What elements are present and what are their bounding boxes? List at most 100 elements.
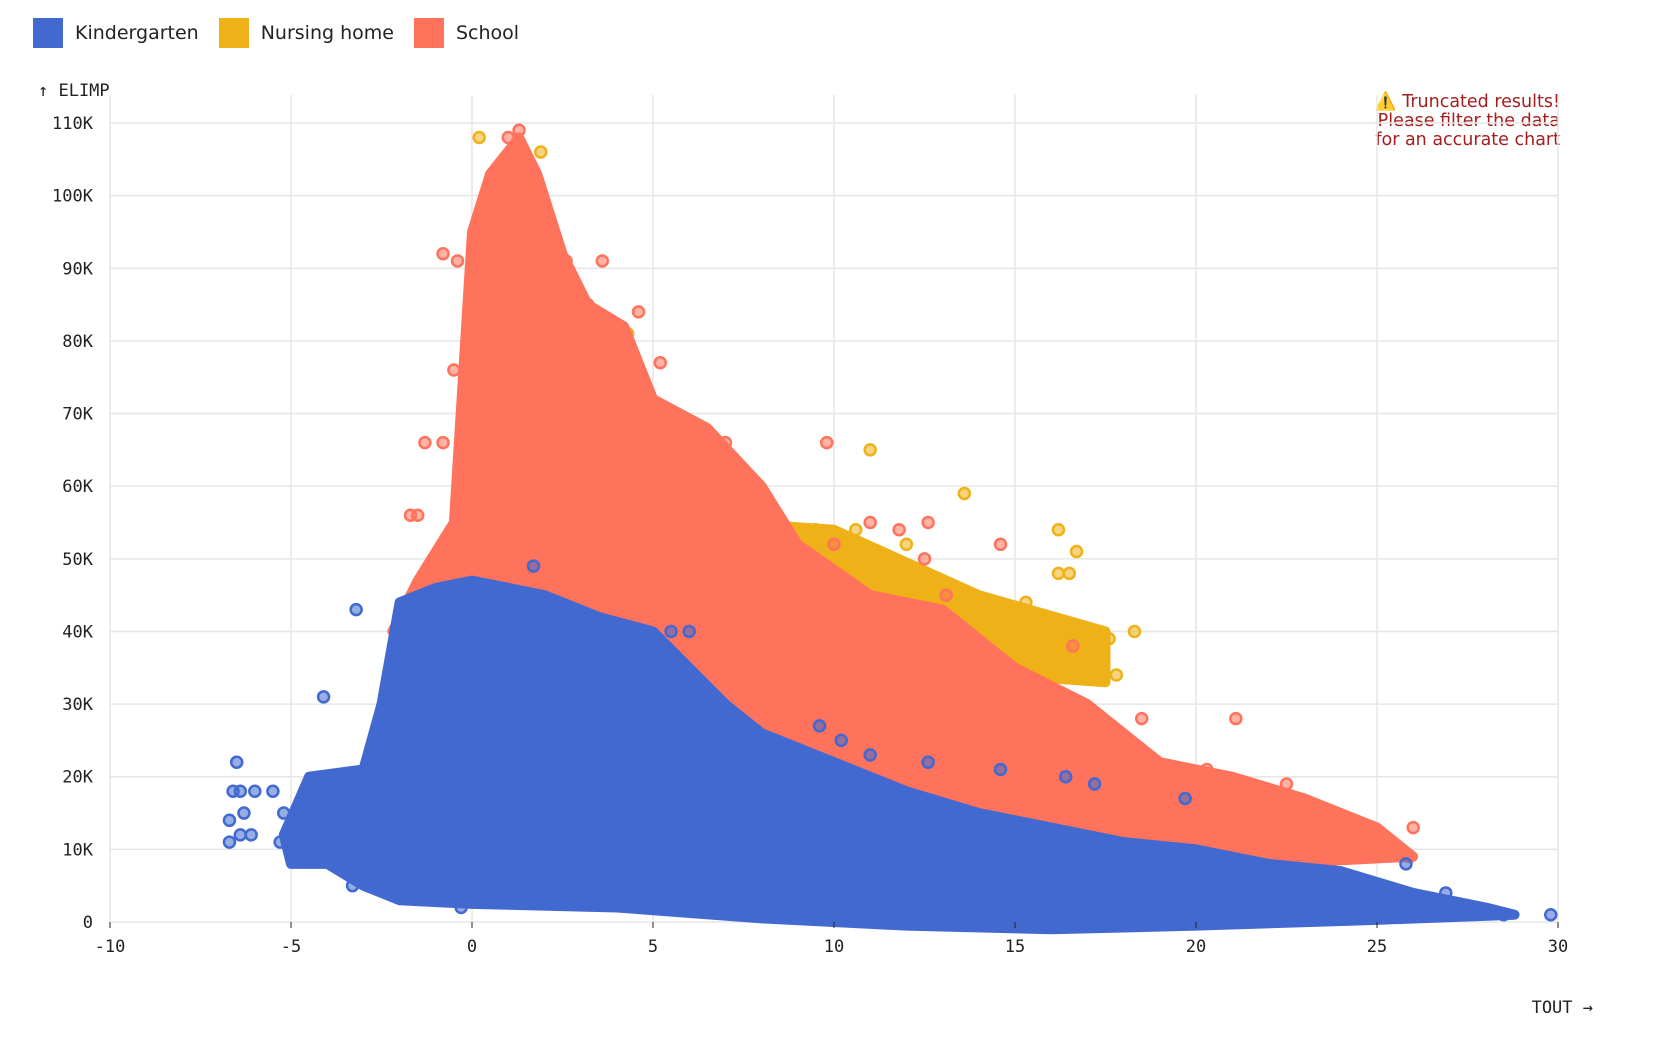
y-tick-label: 20K	[62, 768, 93, 788]
point-nursing-home	[863, 443, 877, 457]
point-kindergarten	[229, 755, 244, 769]
point-school	[820, 435, 834, 450]
point-school	[653, 355, 667, 370]
x-axis-label: TOUT →	[1532, 998, 1593, 1018]
point-kindergarten	[244, 828, 258, 842]
point-nursing-home	[924, 573, 939, 588]
x-tick-label: 30	[1548, 937, 1568, 957]
point-kindergarten	[316, 690, 331, 704]
point-kindergarten	[1496, 907, 1511, 922]
point-school	[718, 435, 733, 450]
point-school	[921, 515, 935, 530]
point-school	[410, 508, 425, 522]
point-school	[863, 515, 877, 530]
point-nursing-home	[848, 523, 863, 537]
point-kindergarten	[349, 602, 363, 617]
point-school	[1066, 639, 1080, 653]
point-school	[501, 130, 515, 145]
point-kindergarten	[1087, 777, 1102, 791]
point-kindergarten	[1399, 857, 1413, 871]
x-tick-label: 25	[1367, 937, 1387, 957]
legend-label: Kindergarten	[75, 22, 199, 44]
point-school	[736, 464, 751, 479]
point-nursing-home	[472, 130, 486, 145]
y-tick-label: 70K	[62, 405, 93, 425]
point-school	[1352, 820, 1366, 835]
x-tick-label: 5	[648, 937, 658, 957]
y-tick-label: 80K	[62, 332, 93, 352]
point-nursing-home	[1062, 566, 1077, 581]
y-axis-label: ↑ ELIMP	[38, 81, 110, 101]
point-kindergarten	[863, 748, 877, 762]
legend-item-kindergarten[interactable]: Kindergarten	[33, 18, 199, 48]
point-kindergarten	[273, 835, 287, 849]
legend-label: Nursing home	[260, 22, 394, 44]
point-school	[1200, 762, 1214, 777]
marks	[222, 123, 1558, 935]
point-kindergarten	[454, 900, 468, 915]
point-nursing-home	[899, 537, 914, 552]
point-school	[512, 123, 526, 138]
point-school	[559, 254, 573, 268]
point-kindergarten	[993, 762, 1008, 777]
point-school	[1229, 711, 1243, 726]
point-kindergarten	[233, 784, 248, 799]
point-school	[1134, 711, 1149, 726]
x-tick-label: -5	[281, 937, 301, 957]
y-tick-label: 30K	[62, 695, 93, 715]
legend-swatch-school	[413, 18, 444, 48]
point-school	[436, 435, 450, 450]
point-nursing-home	[1051, 523, 1066, 537]
point-school	[447, 363, 461, 377]
point-school	[595, 254, 610, 268]
legend: Kindergarten Nursing home School	[33, 18, 519, 48]
point-nursing-home	[957, 486, 972, 501]
point-kindergarten	[682, 624, 696, 639]
point-kindergarten	[834, 733, 848, 748]
point-school	[917, 552, 932, 566]
point-school	[827, 537, 841, 552]
point-school	[436, 246, 450, 261]
point-school	[1406, 820, 1420, 835]
legend-item-school[interactable]: School	[413, 18, 520, 48]
warning-line-1: Truncated results!	[1402, 92, 1560, 112]
point-kindergarten	[277, 806, 291, 820]
point-kindergarten	[1058, 769, 1073, 784]
y-tick-label: 50K	[62, 550, 93, 570]
point-nursing-home	[534, 145, 548, 159]
point-school	[939, 588, 953, 602]
x-tick-label: 10	[824, 937, 844, 957]
point-nursing-home	[809, 523, 823, 537]
point-nursing-home	[1019, 595, 1033, 610]
legend-label: School	[455, 22, 520, 44]
truncation-warning: ⚠️ Truncated results! Please filter the …	[1375, 93, 1560, 150]
point-kindergarten	[812, 719, 827, 733]
point-school	[1279, 777, 1294, 791]
point-kindergarten	[1439, 886, 1453, 900]
point-school	[631, 305, 646, 319]
legend-swatch-kindergarten	[33, 18, 63, 48]
point-kindergarten	[248, 784, 262, 799]
point-kindergarten	[237, 806, 251, 820]
series-kindergarten	[222, 559, 1558, 935]
y-tick-label: 60K	[62, 477, 93, 497]
point-kindergarten	[345, 878, 360, 893]
legend-swatch-nursing-home	[218, 18, 249, 48]
legend-item-nursing-home[interactable]: Nursing home	[218, 18, 394, 48]
warning-triangle-icon: ⚠️	[1374, 92, 1397, 112]
point-school	[993, 537, 1008, 552]
point-kindergarten	[1544, 907, 1558, 922]
x-tick-label: -10	[95, 937, 126, 957]
y-tick-label: 10K	[62, 840, 93, 860]
axes: -10 -5 0 5 10 15 20 25 30 0 10K 20K 30K 40K 50K 60K 70K 8…	[52, 114, 1568, 957]
point-school	[892, 523, 906, 537]
point-nursing-home	[961, 588, 975, 602]
warning-line-2: Please filter the data	[1377, 111, 1560, 131]
point-school	[418, 435, 432, 450]
y-tick-label: 90K	[62, 259, 93, 279]
point-nursing-home	[1127, 624, 1142, 639]
warning-line-3: for an accurate chart	[1375, 130, 1560, 150]
point-nursing-home	[1069, 544, 1084, 559]
point-school	[450, 254, 465, 268]
point-kindergarten	[233, 828, 248, 842]
